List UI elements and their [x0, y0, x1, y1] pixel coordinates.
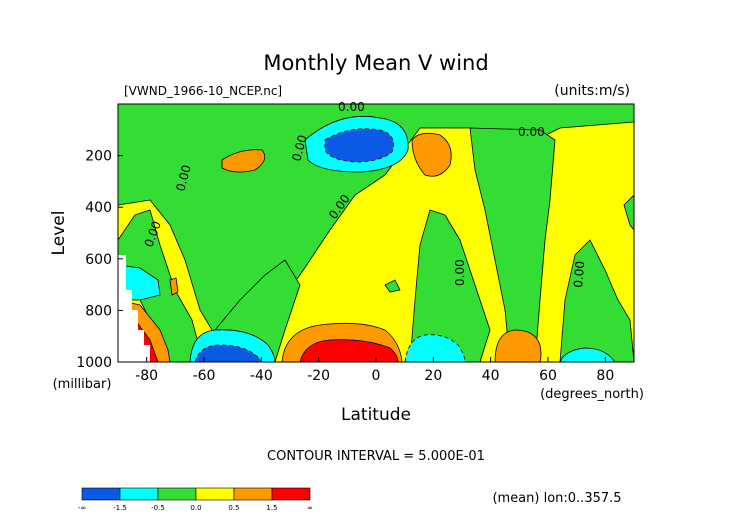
region-blue-bottom-left — [194, 344, 263, 362]
colorbar-swatch — [233, 487, 273, 501]
region-orange-bottom-right — [494, 329, 542, 362]
colorbar-label: ∞ — [307, 504, 313, 512]
y-unit: (millibar) — [53, 377, 112, 392]
region-orange-small — [169, 277, 179, 296]
contour-label: 0.00 — [518, 125, 545, 139]
colorbar-label: -1.5 — [113, 504, 127, 512]
x-axis-label: Latitude — [341, 405, 411, 425]
y-tick-label: 600 — [85, 252, 112, 268]
file-label: [VWND_1966-10_NCEP.nc] — [124, 84, 282, 98]
colorbar: -∞ -1.5 -0.5 0.0 0.5 1.5 ∞ — [78, 487, 313, 512]
y-axis-label: Level — [49, 211, 69, 256]
contour-label: 0.00 — [289, 133, 309, 162]
colorbar-label: 1.5 — [266, 504, 277, 512]
plot-area — [118, 104, 634, 362]
region-green-mid — [409, 209, 491, 362]
contour-label: 0.00 — [571, 260, 587, 288]
region-cyan-bottom-right — [559, 347, 616, 362]
region-blue-upper — [324, 128, 394, 163]
y-tick-label: 400 — [85, 200, 112, 216]
colorbar-swatch — [157, 487, 197, 501]
colorbar-label: -0.5 — [151, 504, 165, 512]
y-axis: 200 400 600 800 1000 — [76, 149, 123, 371]
y-tick-label: 200 — [85, 149, 112, 165]
x-axis: -80 -60 -40 -20 0 20 40 60 80 — [135, 357, 614, 384]
colorbar-swatch — [195, 487, 235, 501]
contour-label: 0.00 — [453, 259, 467, 286]
region-green-right — [469, 127, 556, 362]
region-orange-upper-right — [411, 132, 452, 177]
contour-label: 0.00 — [338, 100, 365, 114]
x-unit: (degrees_north) — [540, 387, 644, 402]
footer-note: (mean) lon:0..357.5 — [492, 491, 621, 506]
y-tick-label: 1000 — [76, 355, 112, 371]
x-tick-label: -40 — [250, 368, 273, 384]
x-tick-label: 80 — [596, 368, 614, 384]
region-green-edge-right — [623, 194, 634, 231]
contour-label: 0.00 — [173, 163, 193, 192]
colorbar-label: 0.5 — [228, 504, 239, 512]
colorbar-swatch — [271, 487, 311, 501]
region-green-far-right — [559, 239, 634, 362]
x-tick-label: -20 — [307, 368, 330, 384]
x-tick-label: -60 — [193, 368, 216, 384]
colorbar-label: -∞ — [78, 504, 86, 512]
chart-title: Monthly Mean V wind — [263, 51, 488, 75]
x-tick-label: 40 — [482, 368, 500, 384]
x-tick-label: -80 — [135, 368, 158, 384]
x-tick-label: 0 — [372, 368, 381, 384]
contour-interval: CONTOUR INTERVAL = 5.000E-01 — [267, 449, 485, 464]
units-label: (units:m/s) — [554, 83, 630, 99]
missing-data-region — [118, 255, 150, 362]
region-red-bottom-center — [299, 339, 399, 362]
region-cyan-bottom-mid — [404, 334, 466, 362]
region-green-small — [384, 279, 401, 293]
colorbar-swatch — [81, 487, 121, 501]
colorbar-swatch — [119, 487, 159, 501]
y-tick-label: 800 — [85, 303, 112, 319]
colorbar-label: 0.0 — [190, 504, 201, 512]
x-tick-label: 20 — [424, 368, 442, 384]
region-orange-upper-left — [221, 149, 266, 173]
x-tick-label: 60 — [539, 368, 557, 384]
